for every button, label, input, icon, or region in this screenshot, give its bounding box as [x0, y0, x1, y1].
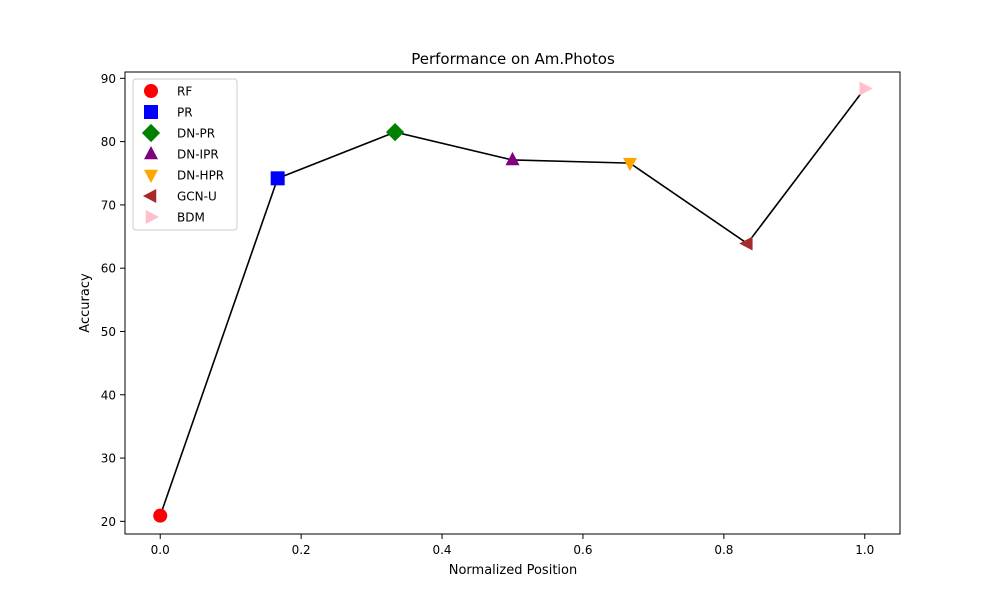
legend-marker-bdm — [145, 210, 160, 224]
y-tick-label: 70 — [101, 198, 116, 212]
y-axis-ticks: 20 30 40 50 60 70 80 90 — [101, 72, 125, 529]
plot-frame — [124, 71, 901, 535]
legend-label-pr: PR — [177, 106, 193, 120]
legend-marker-dn-pr — [141, 123, 161, 143]
legend-marker-gcn-u — [142, 189, 157, 203]
x-tick-label: 0.4 — [432, 543, 451, 557]
y-tick-label: 30 — [101, 452, 116, 466]
y-tick-label: 80 — [101, 135, 116, 149]
x-axis-label: Normalized Position — [449, 563, 577, 578]
data-point-gcn-u — [739, 236, 753, 251]
legend-label-dn-hpr: DN-HPR — [177, 169, 224, 183]
legend-label-rf: RF — [177, 85, 192, 99]
legend-marker-dn-ipr — [144, 145, 158, 160]
legend-marker-rf — [144, 84, 158, 98]
legend-label-dn-ipr: DN-IPR — [177, 148, 219, 162]
legend-box — [132, 78, 238, 231]
y-tick-label: 50 — [101, 325, 116, 339]
plot-area — [125, 72, 900, 534]
y-tick-label: 60 — [101, 262, 116, 276]
data-layer — [153, 81, 873, 523]
x-tick-label: 0.0 — [151, 543, 170, 557]
x-tick-label: 1.0 — [855, 543, 874, 557]
data-point-dn-hpr — [622, 157, 637, 172]
data-point-pr — [270, 171, 285, 186]
data-point-rf — [153, 508, 168, 523]
data-point-dn-ipr — [505, 151, 520, 166]
y-tick-label: 90 — [101, 72, 116, 86]
legend-label-bdm: BDM — [177, 211, 205, 225]
x-tick-label: 0.2 — [292, 543, 311, 557]
x-tick-label: 0.8 — [714, 543, 733, 557]
legend-label-dn-pr: DN-PR — [177, 127, 215, 141]
y-tick-label: 20 — [101, 515, 116, 529]
legend-label-gcn-u: GCN-U — [177, 190, 217, 204]
y-tick-label: 40 — [101, 388, 116, 402]
data-point-dn-pr — [385, 123, 405, 142]
legend-marker-pr — [144, 105, 158, 119]
chart-title: Performance on Am.Photos — [411, 50, 615, 68]
legend-marker-dn-hpr — [144, 169, 158, 184]
data-point-bdm — [859, 81, 873, 96]
x-tick-label: 0.6 — [573, 543, 592, 557]
x-axis-ticks: 0.0 0.2 0.4 0.6 0.8 1.0 — [151, 534, 874, 557]
y-axis-label: Accuracy — [78, 273, 93, 333]
legend-items: RF PR DN-PR DN-IPR DN-HPR GCN-U BDM — [141, 84, 224, 225]
legend: RF PR DN-PR DN-IPR DN-HPR GCN-U BDM — [132, 78, 238, 231]
